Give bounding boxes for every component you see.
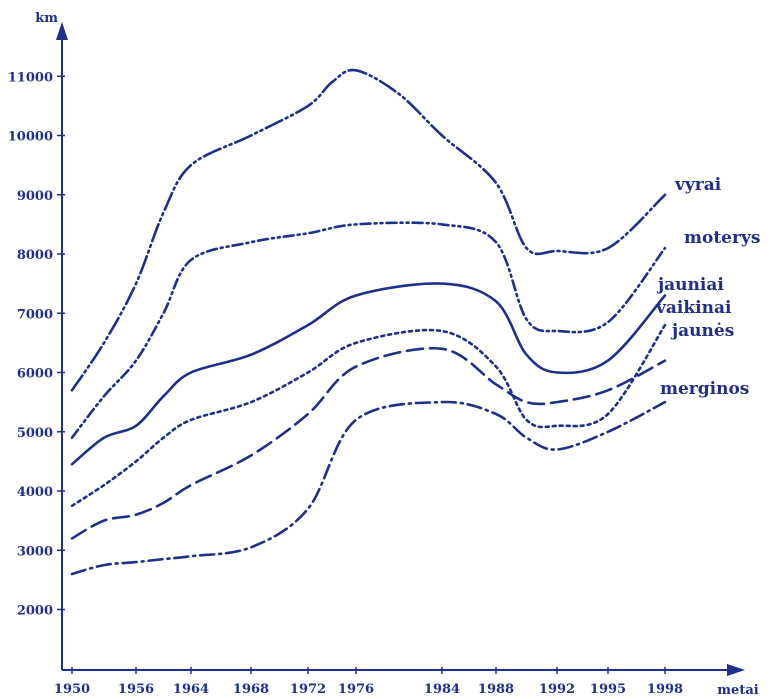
series-line-moterys	[70, 221, 667, 439]
y-tick-label: 6000	[17, 367, 53, 382]
series-line-jauniai	[70, 282, 667, 466]
y-tick-label: 2000	[17, 604, 53, 619]
series-label-vyrai: vyrai	[674, 175, 722, 195]
series-label-jaunės: jaunės	[670, 321, 734, 341]
x-tick-label: 1972	[290, 682, 326, 697]
x-axis-unit: metai	[717, 683, 758, 698]
x-tick-label: 1956	[118, 682, 154, 697]
series-label-moterys: moterys	[684, 228, 760, 248]
x-tick-label: 1976	[338, 682, 374, 697]
series-line-merginos	[70, 400, 667, 576]
x-tick-label: 1988	[478, 682, 514, 697]
series-label-vaikinai: vaikinai	[655, 298, 732, 318]
y-tick-label: 9000	[17, 189, 53, 204]
x-tick-label: 1995	[590, 682, 626, 697]
x-tick-label: 1984	[424, 682, 460, 697]
y-axis-arrow	[56, 22, 68, 40]
series-label-merginos: merginos	[660, 379, 749, 399]
y-tick-label: 5000	[17, 426, 53, 441]
y-tick-label: 7000	[17, 307, 53, 322]
y-tick-label: 8000	[17, 248, 53, 263]
x-tick-label: 1964	[173, 682, 209, 697]
y-tick-label: 10000	[8, 130, 53, 145]
x-tick-label: 1992	[539, 682, 575, 697]
labels-layer: vyrai moterys jauniai vaikinai jaunės mergino…	[655, 175, 760, 399]
y-tick-label: 11000	[8, 70, 53, 85]
series-line-jaunės	[70, 346, 667, 540]
x-tick-label: 1950	[54, 682, 90, 697]
y-tick-label: 3000	[17, 544, 53, 559]
series-line-vyrai	[70, 68, 667, 392]
y-tick-label: 4000	[17, 485, 53, 500]
x-tick-label: 1998	[647, 682, 683, 697]
x-tick-label: 1968	[233, 682, 269, 697]
series-line-vaikinai	[70, 323, 667, 508]
series-label-jauniai: jauniai	[656, 275, 724, 295]
series-layer	[70, 68, 667, 576]
axes: km metai 2000 3000 4000 5000 6000 7000 8000 9000 1…	[8, 11, 759, 698]
y-axis-unit: km	[35, 11, 58, 26]
x-axis-arrow	[727, 664, 745, 676]
